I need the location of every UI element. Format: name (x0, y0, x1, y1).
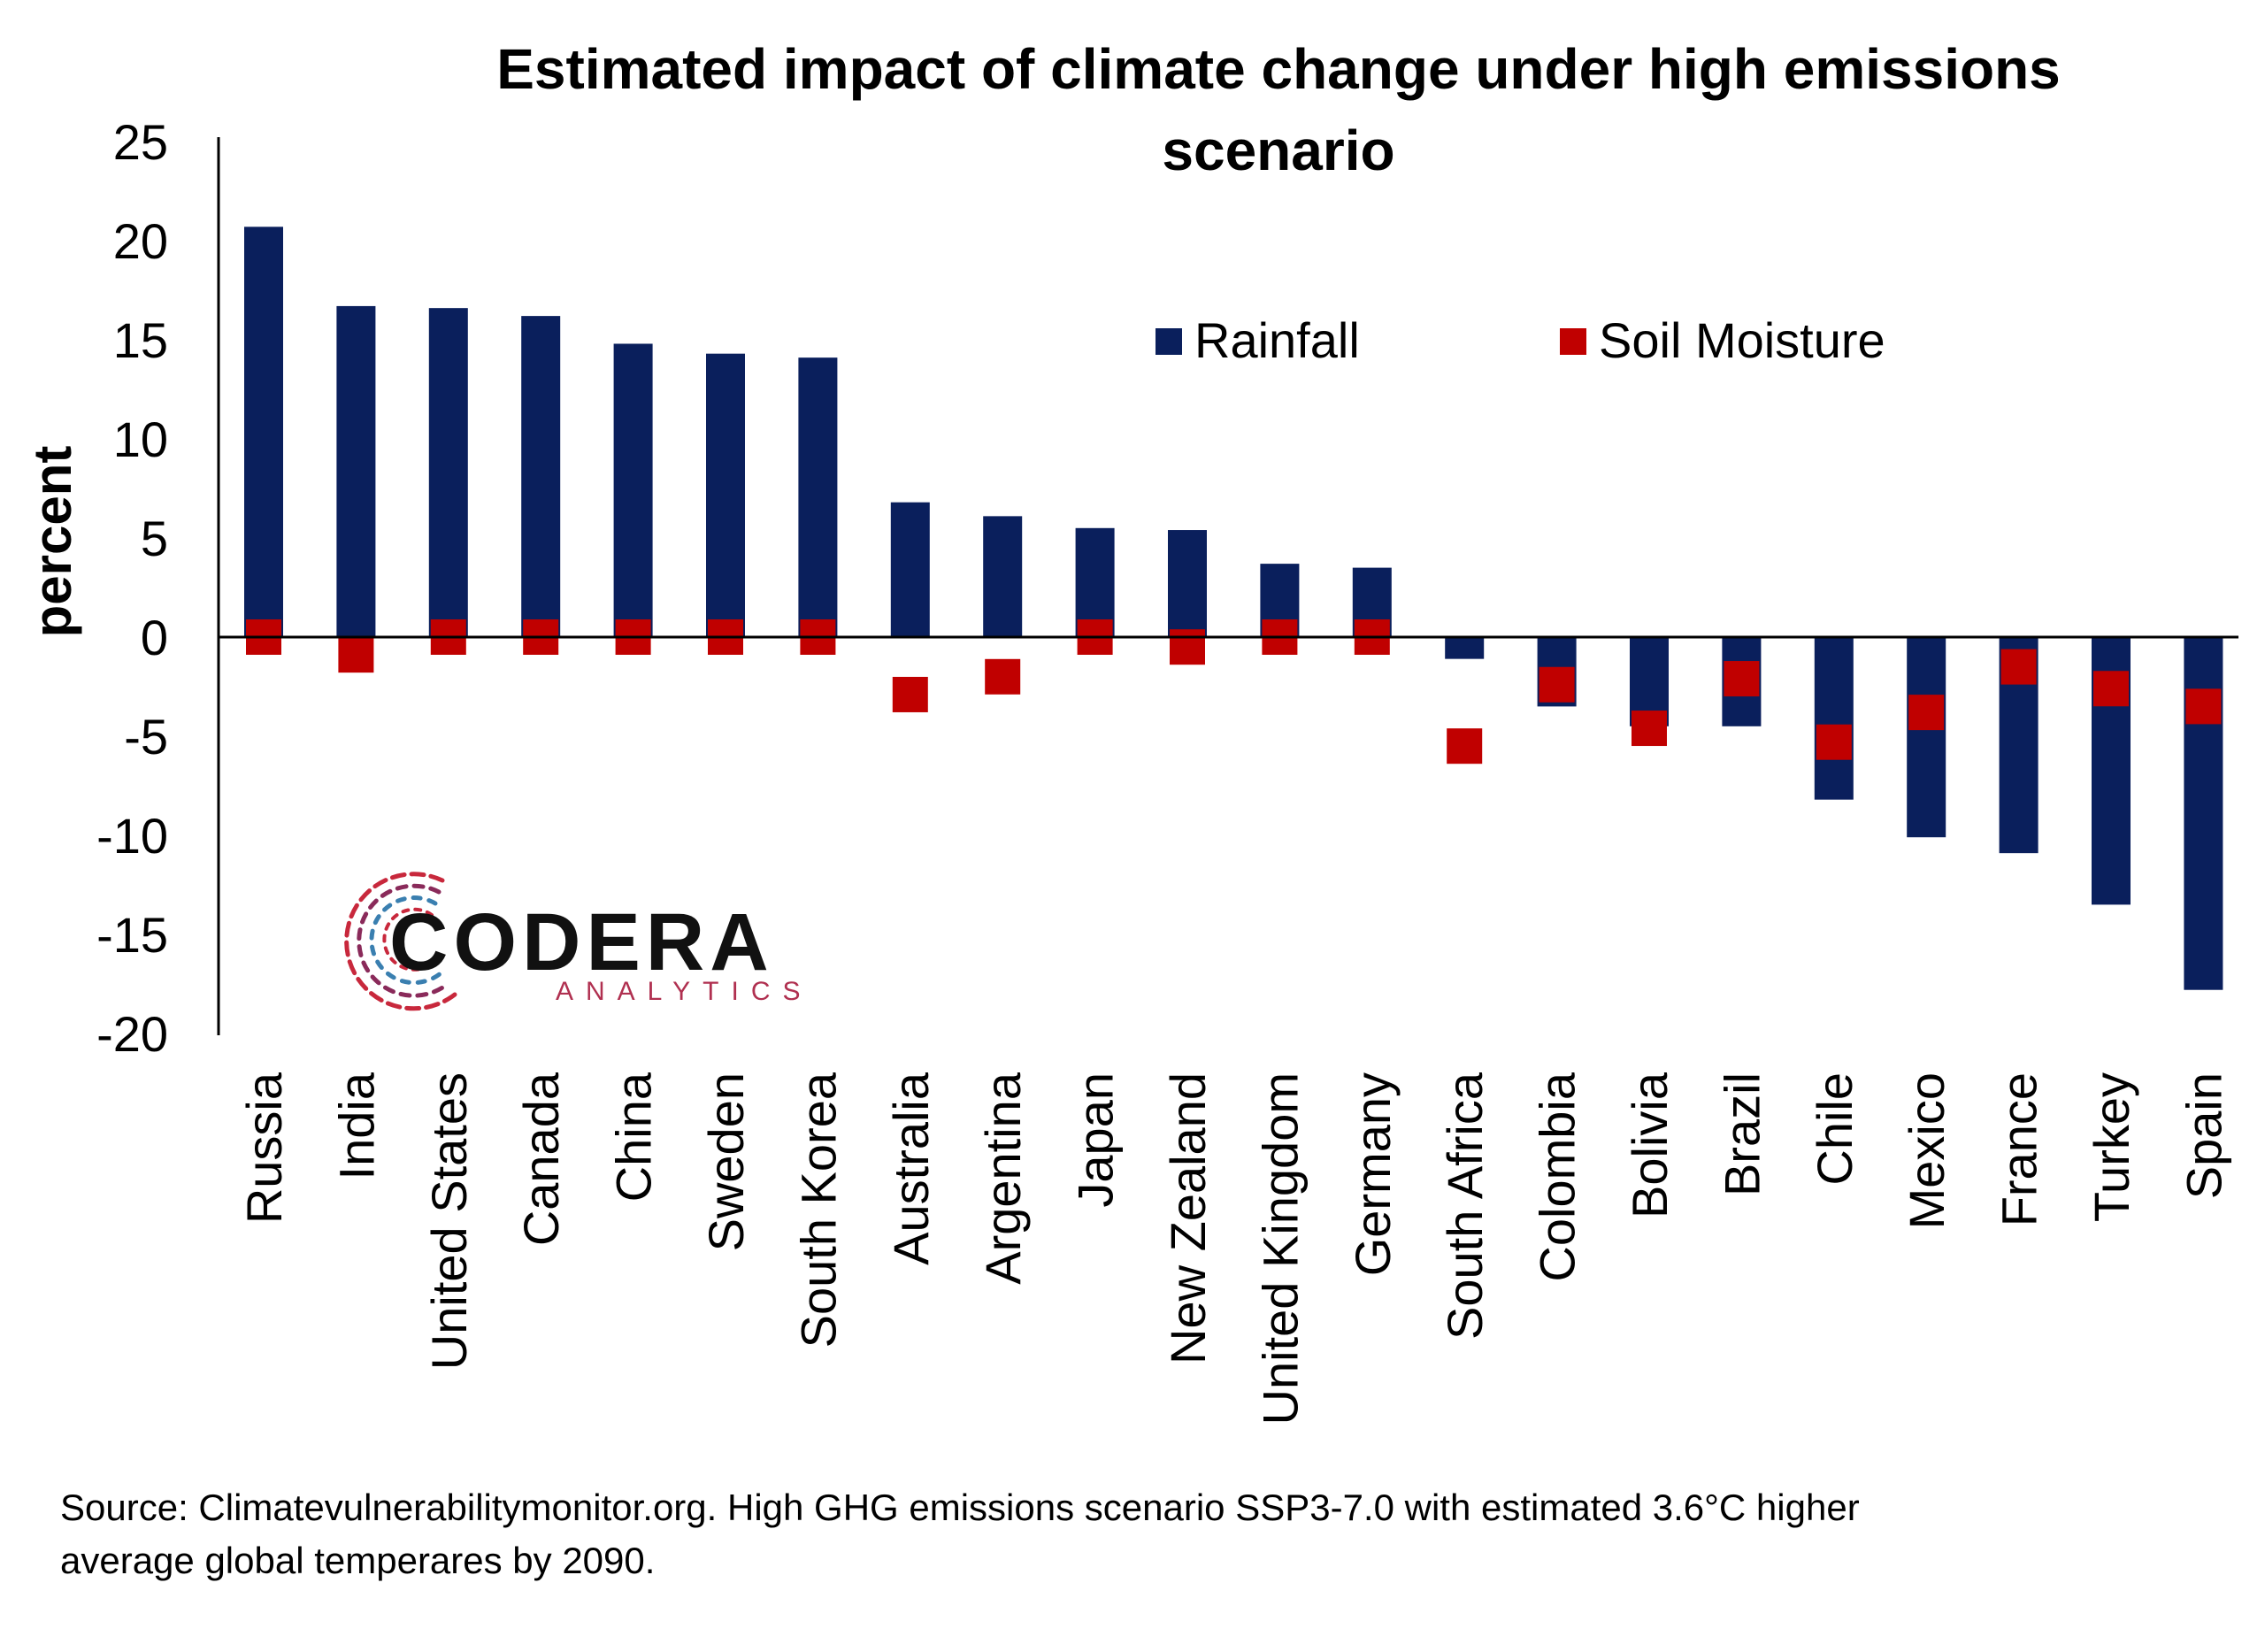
rainfall-bar (613, 343, 653, 637)
category-label: Canada (513, 1072, 569, 1246)
soil-moisture-marker (1632, 711, 1667, 747)
soil-moisture-marker (2000, 649, 2037, 685)
source-note-line-1: Source: Climatevulnerabilitymonitor.org.… (60, 1487, 1860, 1528)
rainfall-bar (1814, 637, 1854, 800)
category-label: United States (421, 1072, 477, 1370)
category-label: Russia (236, 1072, 292, 1224)
rainfall-bar (890, 502, 930, 637)
category-label: Turkey (2084, 1072, 2139, 1222)
category-label: Chile (1807, 1072, 1862, 1186)
y-tick-label: 10 (113, 411, 168, 467)
rainfall-bar (1907, 637, 1946, 838)
soil-moisture-marker (2185, 688, 2222, 725)
soil-moisture-marker (2093, 671, 2129, 707)
rainfall-bar (798, 357, 838, 637)
y-tick-label: 15 (113, 312, 168, 368)
codera-logo: CODERA ANALYTICS (344, 872, 813, 1011)
logo-wordmark: CODERA (389, 897, 774, 987)
category-label: Brazil (1714, 1072, 1770, 1196)
rainfall-bar (1168, 530, 1207, 637)
y-tick-label: -20 (96, 1006, 168, 1062)
soil-moisture-marker (1539, 666, 1575, 703)
logo-subtitle: ANALYTICS (556, 977, 813, 1006)
category-label: Germany (1345, 1072, 1401, 1276)
category-label: China (606, 1072, 662, 1202)
category-label: Spain (2176, 1072, 2231, 1199)
legend-label-soil-moisture: Soil Moisture (1599, 312, 1885, 368)
rainfall-bar (244, 227, 283, 637)
soil-moisture-marker (338, 637, 374, 673)
rainfall-bar (428, 308, 468, 637)
legend-swatch-soil-moisture (1560, 328, 1586, 355)
rainfall-bar (521, 316, 561, 637)
source-note-line-2: average global temperares by 2090. (60, 1540, 655, 1581)
soil-moisture-marker (1447, 728, 1483, 765)
chart-title-line-1: Estimated impact of climate change under… (496, 37, 2061, 101)
category-label: France (1992, 1072, 2047, 1226)
y-axis-label: percent (23, 446, 82, 638)
category-label: New Zealand (1160, 1072, 1216, 1364)
legend-label-rainfall: Rainfall (1194, 312, 1360, 368)
category-label: Colombia (1530, 1072, 1586, 1281)
x-axis-labels: Russia India United States Canada China Swede… (236, 1072, 2231, 1425)
y-tick-label: 5 (141, 511, 168, 566)
category-label: Sweden (698, 1072, 754, 1251)
soil-moisture-marker (985, 658, 1021, 695)
rainfall-bar (706, 353, 745, 637)
y-axis-ticks: 25 20 15 10 5 0 -5 -10 -15 -20 (96, 114, 168, 1062)
category-label: Mexico (1899, 1072, 1954, 1229)
category-label: South Africa (1437, 1072, 1493, 1340)
logo-arcs-icon (344, 872, 457, 1011)
y-tick-label: -5 (124, 709, 168, 765)
legend: Rainfall Soil Moisture (1156, 312, 1885, 368)
y-tick-label: 25 (113, 114, 168, 170)
soil-moisture-marker (892, 676, 928, 712)
y-tick-label: -15 (96, 907, 168, 963)
chart-title-line-2: scenario (1162, 119, 1394, 182)
legend-swatch-rainfall (1156, 328, 1182, 355)
category-label: India (328, 1072, 384, 1179)
soil-moisture-marker (1170, 629, 1205, 665)
rainfall-bar (983, 516, 1023, 637)
soil-moisture-marker (1908, 695, 1945, 731)
y-tick-label: 20 (113, 213, 168, 269)
category-label: South Korea (790, 1072, 846, 1348)
category-label: United Kingdom (1252, 1072, 1308, 1425)
rainfall-bar (336, 305, 376, 637)
category-label: Argentina (975, 1072, 1031, 1285)
category-label: Japan (1068, 1072, 1124, 1208)
category-label: Bolivia (1622, 1072, 1678, 1218)
category-label: Australia (883, 1072, 939, 1265)
soil-moisture-marker (1724, 661, 1760, 697)
rainfall-bar (1445, 637, 1485, 659)
y-tick-label: -10 (96, 808, 168, 864)
rainfall-bar (1075, 527, 1115, 637)
soil-moisture-marker (1816, 724, 1852, 760)
y-tick-label: 0 (141, 610, 168, 665)
axes (217, 137, 2238, 1035)
